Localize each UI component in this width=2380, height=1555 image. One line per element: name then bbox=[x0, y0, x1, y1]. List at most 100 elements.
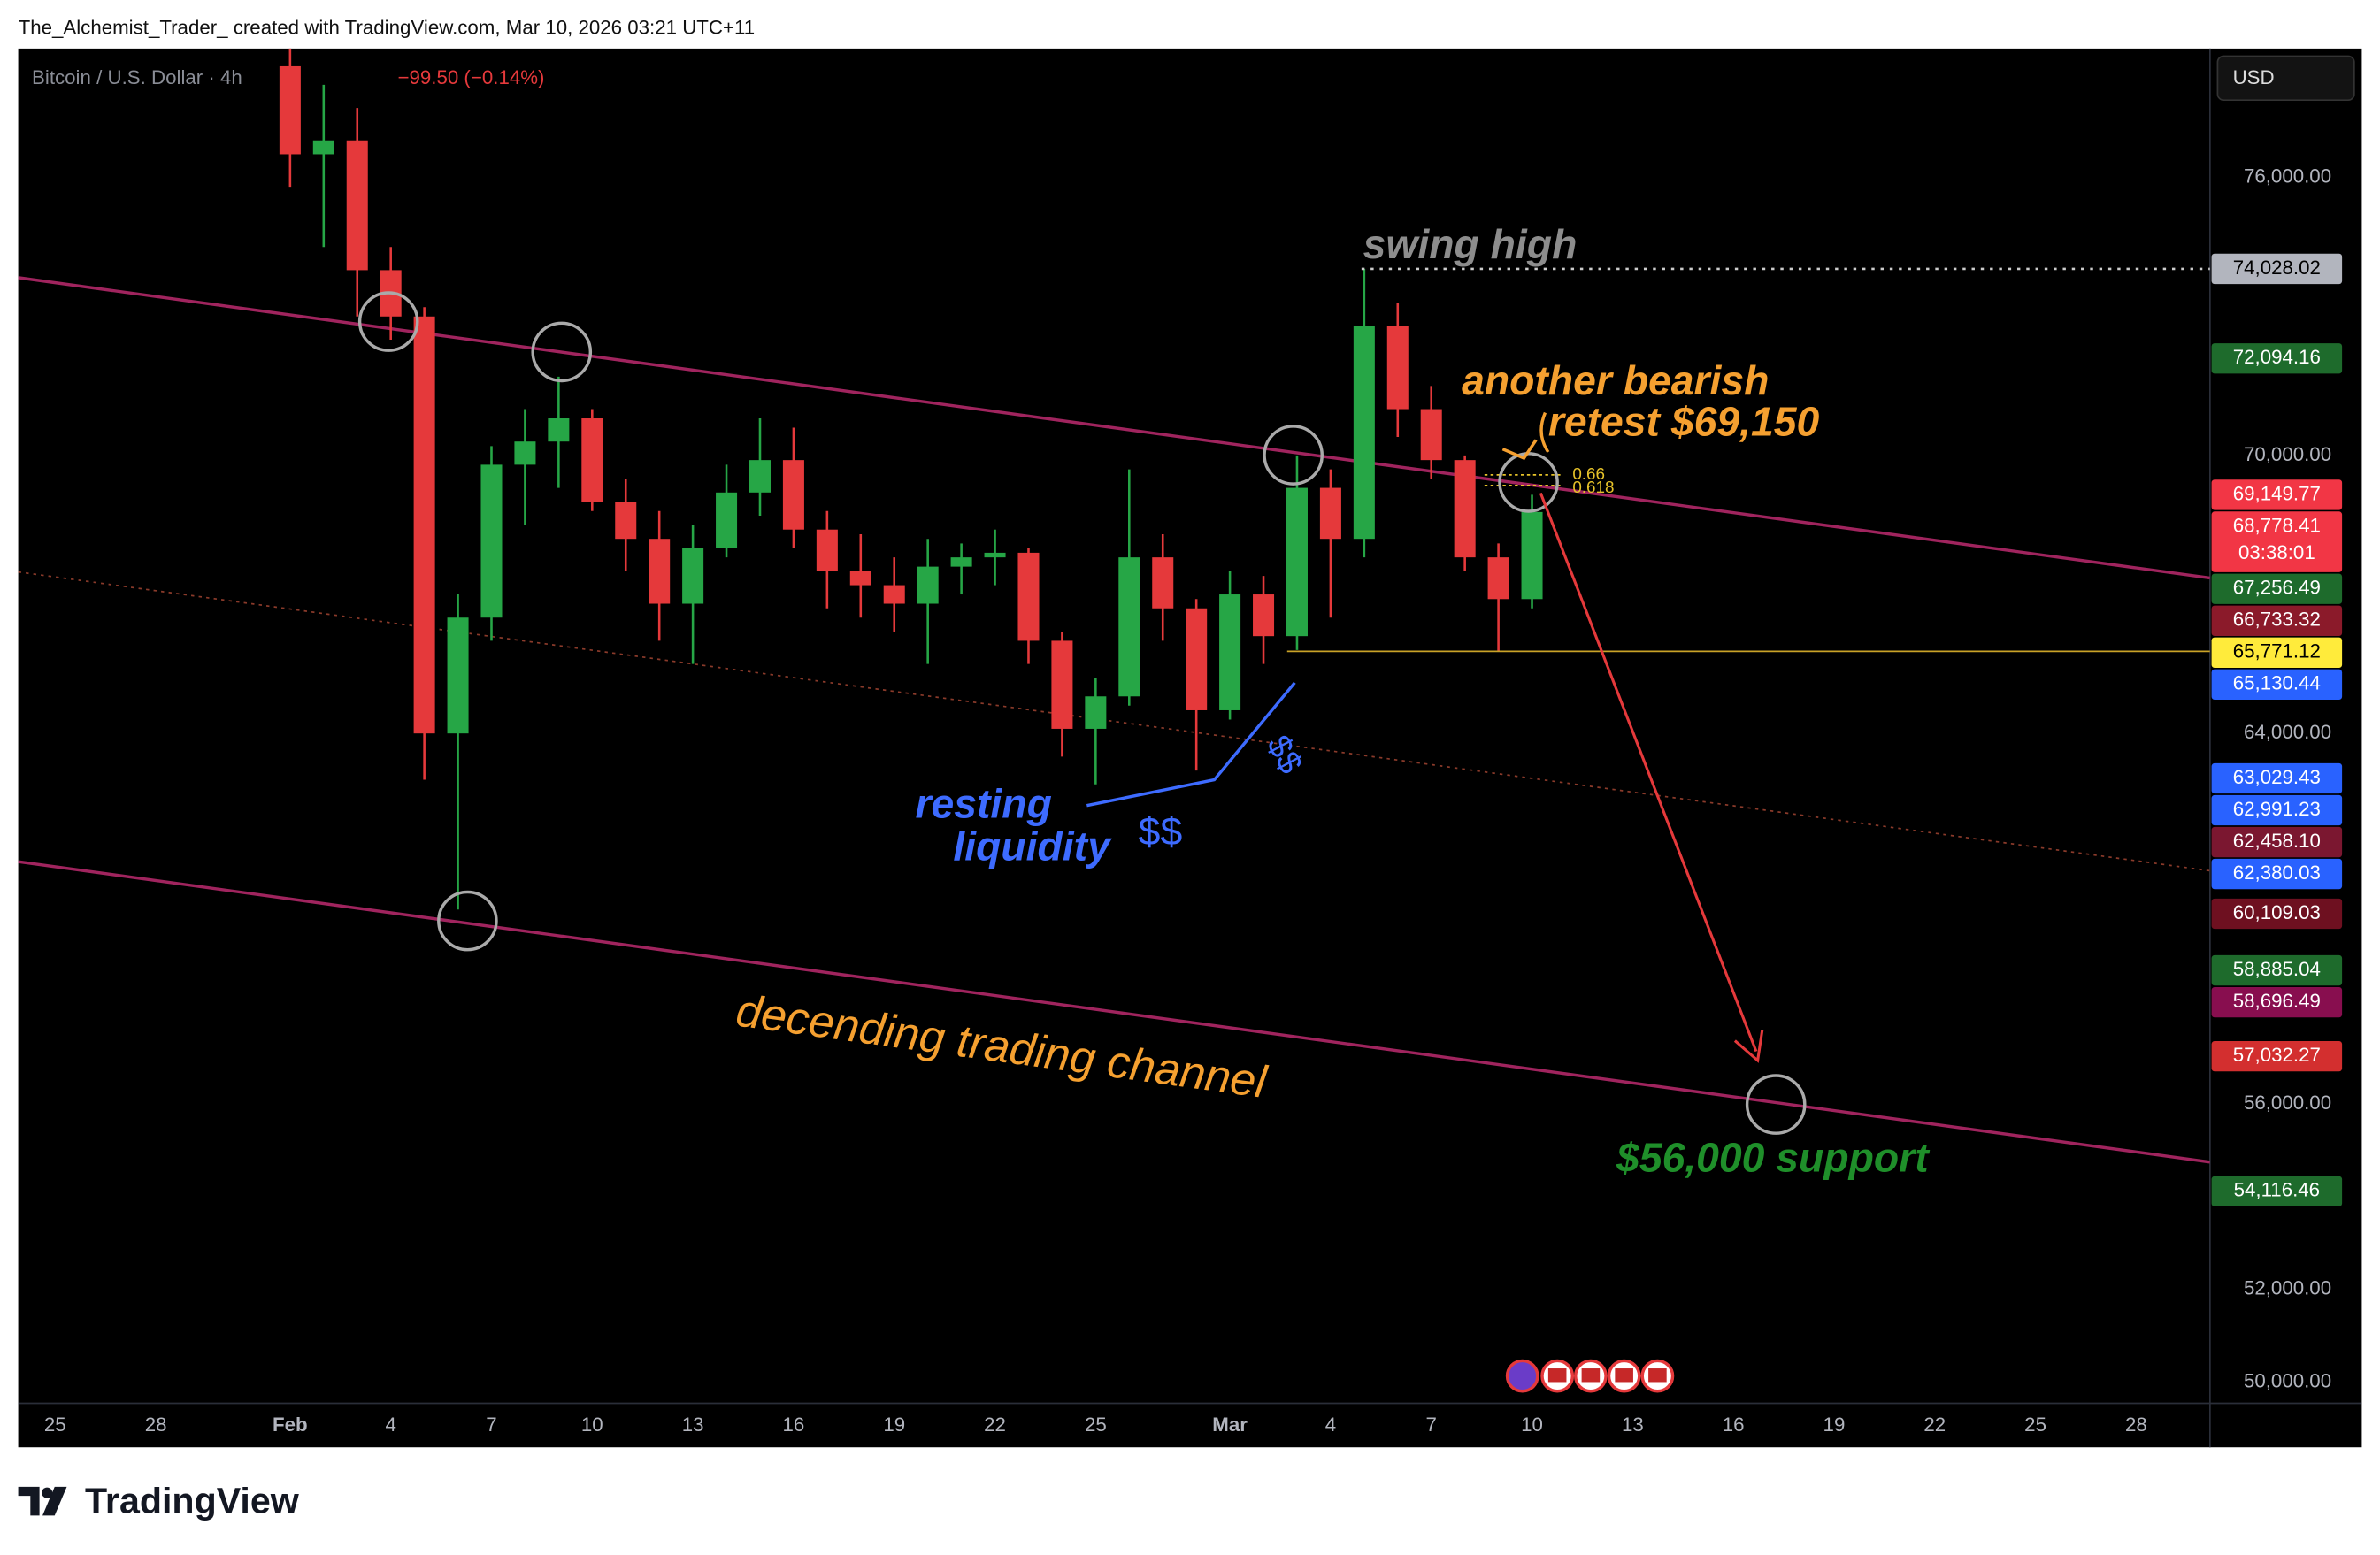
change: −99.50 (−0.14%) bbox=[397, 66, 544, 88]
price-tag-label: 62,380.03 bbox=[2233, 862, 2321, 884]
x-tick-label: 13 bbox=[682, 1413, 704, 1436]
candle-body bbox=[615, 502, 637, 540]
y-tick-label: 50,000.00 bbox=[2244, 1369, 2331, 1391]
price-tag bbox=[2211, 253, 2343, 285]
price-tag-label: 74,028.02 bbox=[2233, 257, 2321, 279]
y-tick-label: 56,000.00 bbox=[2244, 1092, 2331, 1114]
candle-body bbox=[1521, 511, 1543, 600]
x-tick-label: 4 bbox=[385, 1413, 395, 1436]
small-arrow bbox=[1501, 411, 1550, 461]
fib-label: 0.66 bbox=[1572, 464, 1605, 483]
x-tick-label: 4 bbox=[1325, 1413, 1336, 1436]
x-tick-label: 28 bbox=[2125, 1413, 2147, 1436]
candle-body bbox=[1152, 557, 1174, 609]
candle-body bbox=[984, 552, 1006, 558]
price-tag-label: 72,094.16 bbox=[2233, 346, 2321, 368]
countdown: 03:38:01 bbox=[2238, 541, 2315, 563]
candle-body bbox=[917, 566, 939, 604]
candle-body bbox=[312, 140, 334, 155]
symbol: Bitcoin / U.S. Dollar · 4h bbox=[32, 66, 242, 88]
price-tag-label: 69,149.77 bbox=[2233, 482, 2321, 504]
price-tag-label: 58,696.49 bbox=[2233, 990, 2321, 1012]
brand: TradingView bbox=[85, 1481, 300, 1521]
candle-body bbox=[1386, 326, 1409, 410]
candle-body bbox=[1420, 409, 1442, 461]
candle-body bbox=[548, 418, 570, 442]
annotation: retest $69,150 bbox=[1548, 398, 1820, 444]
candle-body bbox=[1219, 594, 1241, 710]
price-tag bbox=[2211, 762, 2343, 794]
annotation: $56,000 support bbox=[1616, 1134, 1930, 1180]
annotation: swing high bbox=[1363, 221, 1578, 267]
plot bbox=[18, 48, 2210, 1164]
candle-body bbox=[816, 529, 838, 571]
currency-button[interactable] bbox=[2216, 55, 2355, 102]
candle-body bbox=[1319, 487, 1341, 540]
fib-label: 0.618 bbox=[1572, 478, 1614, 496]
x-tick-label: 13 bbox=[1622, 1413, 1644, 1436]
plot-area bbox=[18, 48, 2210, 1164]
x-tick-label: 16 bbox=[1723, 1413, 1745, 1436]
event-flag bbox=[1547, 1368, 1567, 1383]
candle-body bbox=[682, 548, 704, 604]
x-tick-label: 10 bbox=[1521, 1413, 1543, 1436]
price-tag-label: 63,029.43 bbox=[2233, 766, 2321, 788]
candle-body bbox=[1017, 552, 1040, 641]
annotation: resting bbox=[915, 781, 1051, 827]
price-tag-label: 67,256.49 bbox=[2233, 577, 2321, 599]
price-tag-label: 65,771.12 bbox=[2233, 640, 2321, 663]
annotation: liquidity bbox=[953, 823, 1112, 869]
header: The_Alchemist_Trader_ created with Tradi… bbox=[19, 16, 756, 38]
x-tick-label: 25 bbox=[1085, 1413, 1107, 1436]
price-tag bbox=[2211, 669, 2343, 700]
candle-body bbox=[950, 557, 972, 567]
candle-body bbox=[514, 441, 536, 465]
candle-body bbox=[279, 65, 301, 155]
logo-dot bbox=[42, 1487, 53, 1498]
marker-circle bbox=[1745, 1074, 1807, 1135]
price-tag-label: 54,116.46 bbox=[2234, 1179, 2320, 1201]
y-tick-label: 70,000.00 bbox=[2244, 443, 2331, 465]
x-tick-label: 19 bbox=[883, 1413, 905, 1436]
event-flag bbox=[1648, 1368, 1667, 1383]
candle-body bbox=[1085, 696, 1107, 729]
candle-body bbox=[1051, 640, 1073, 729]
price-tag bbox=[2211, 858, 2343, 890]
candle-body bbox=[1353, 326, 1375, 540]
event-flag bbox=[1581, 1368, 1601, 1383]
marker-circle bbox=[1263, 425, 1324, 486]
currency-label[interactable]: USD bbox=[2233, 66, 2275, 88]
price-tag bbox=[2211, 605, 2343, 636]
event-icon bbox=[1505, 1359, 1539, 1393]
y-tick-label: 52,000.00 bbox=[2244, 1277, 2331, 1299]
candle-body bbox=[782, 460, 804, 530]
price-tag-label: 65,130.44 bbox=[2233, 672, 2321, 694]
price-tag-label: 57,032.27 bbox=[2233, 1044, 2321, 1066]
x-tick-label: 25 bbox=[44, 1413, 66, 1436]
logo: TradingView bbox=[18, 1481, 300, 1521]
price-tag-label: 60,109.03 bbox=[2233, 901, 2321, 923]
candle-body bbox=[413, 316, 435, 734]
candle-body bbox=[1487, 557, 1509, 600]
channel-upper bbox=[18, 276, 2210, 580]
x-tick-label: 16 bbox=[783, 1413, 805, 1436]
price-tag-label: 66,733.32 bbox=[2233, 609, 2321, 631]
candle-body bbox=[749, 460, 771, 493]
chart-bg bbox=[18, 48, 2362, 1448]
price-tag bbox=[2211, 986, 2343, 1018]
x-tick-label: 22 bbox=[984, 1413, 1006, 1436]
x-tick-label: 28 bbox=[145, 1413, 167, 1436]
x-tick-label: 10 bbox=[581, 1413, 603, 1436]
price-tag bbox=[2211, 573, 2343, 604]
price-tag-label: 62,458.10 bbox=[2233, 830, 2321, 852]
liquidity-line bbox=[1086, 681, 1296, 808]
channel-lower bbox=[18, 860, 2210, 1164]
price-tag-label: 58,885.04 bbox=[2233, 958, 2321, 980]
price-tag bbox=[2211, 826, 2343, 858]
x-tick-label: 19 bbox=[1823, 1413, 1846, 1436]
price-tag bbox=[2211, 637, 2343, 668]
x-tick-label: 25 bbox=[2024, 1413, 2046, 1436]
annotation: another bearish bbox=[1462, 357, 1769, 403]
y-tick-label: 76,000.00 bbox=[2244, 165, 2331, 188]
